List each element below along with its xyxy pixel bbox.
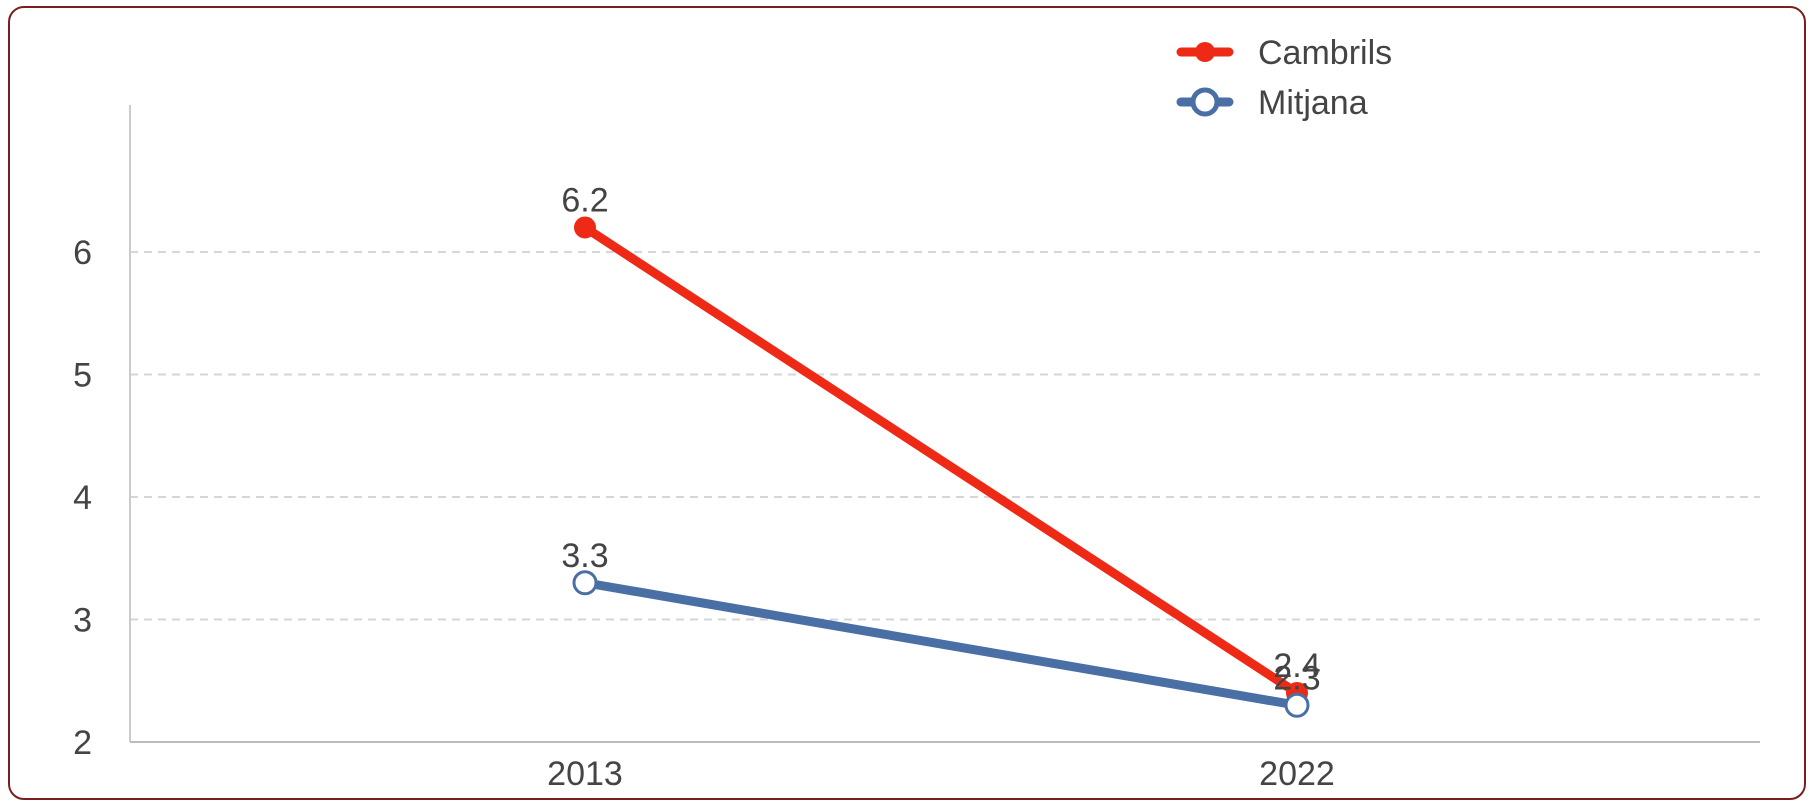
- legend-label-mitjana: Mitjana: [1258, 84, 1368, 122]
- legend-label-cambrils: Cambrils: [1258, 34, 1392, 72]
- y-tick-label: 6: [73, 234, 92, 272]
- legend-marker-mitjana: [1190, 87, 1220, 117]
- gridlines: [130, 251, 1760, 743]
- data-label-cambrils: 6.2: [561, 182, 608, 220]
- series-lines: [572, 216, 1310, 718]
- y-tick-label: 2: [73, 724, 92, 762]
- y-tick-label: 4: [73, 479, 92, 517]
- data-point-cambrils: [574, 216, 596, 239]
- x-tick-label: 2022: [1259, 755, 1335, 793]
- axes: [129, 105, 1760, 743]
- legend: Cambrils Mitjana: [1176, 34, 1392, 122]
- x-tick-labels: 2013 2022: [547, 755, 1335, 793]
- y-tick-labels: 2 3 4 5 6: [73, 234, 92, 762]
- legend-marker-cambrils: [1195, 42, 1215, 62]
- series-line-mitjana: [580, 578, 1302, 710]
- data-label-cambrils: 2.4: [1273, 647, 1320, 685]
- data-point-mitjana: [572, 570, 598, 596]
- data-point-mitjana: [1284, 692, 1310, 718]
- data-label-mitjana: 3.3: [561, 537, 608, 575]
- y-tick-label: 3: [73, 602, 92, 640]
- series-line-cambrils: [580, 223, 1302, 698]
- data-label-mitjana: 2.3: [1273, 659, 1320, 697]
- x-tick-label: 2013: [547, 755, 623, 793]
- chart-frame: [8, 6, 1806, 800]
- data-labels: 6.2 2.4 3.3 2.3: [561, 182, 1320, 698]
- y-tick-label: 5: [73, 357, 92, 395]
